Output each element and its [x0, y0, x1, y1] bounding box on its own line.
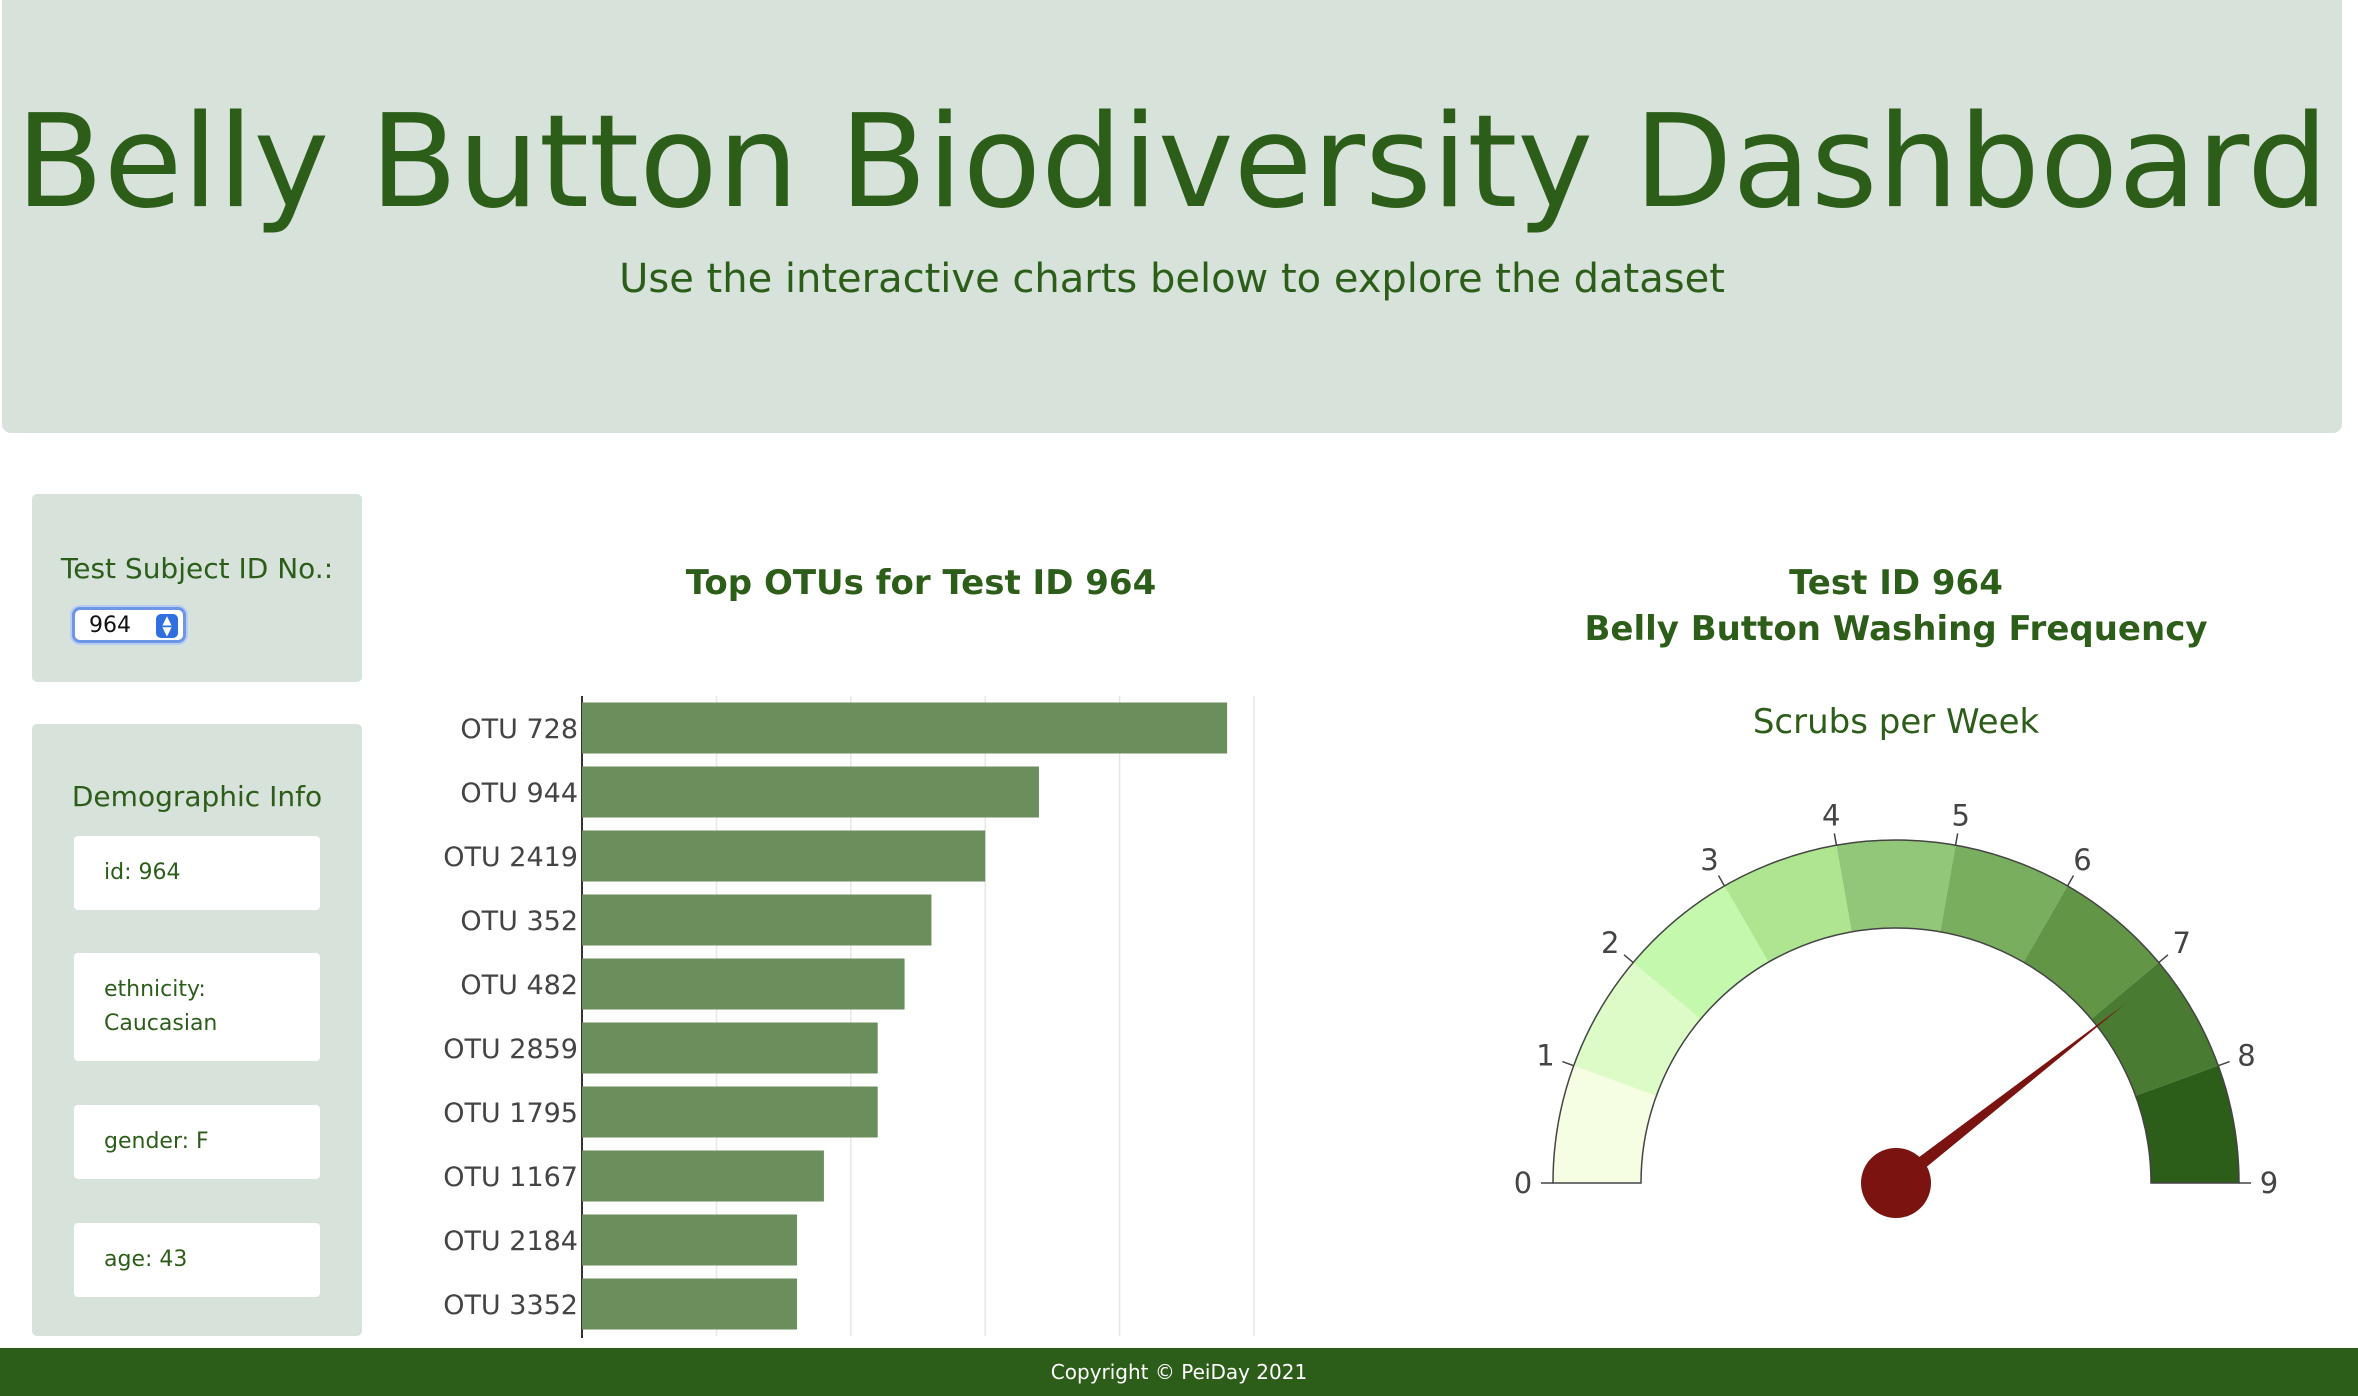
header-banner: Belly Button Biodiversity Dashboard Use …: [2, 0, 2342, 433]
bar[interactable]: [582, 1022, 878, 1074]
gauge-band: [1836, 840, 1956, 932]
footer: Copyright © PeiDay 2021: [0, 1348, 2358, 1396]
gauge-label: Scrubs per Week: [1753, 702, 2040, 742]
gauge-tick: [2158, 954, 2169, 964]
bar-category-label: OTU 728: [460, 714, 578, 745]
copyright-text: Copyright © PeiDay 2021: [1050, 1360, 1308, 1384]
gauge-tick: [1623, 954, 1634, 964]
bar-category-label: OTU 2859: [443, 1034, 578, 1065]
gauge-tick-label: 3: [1700, 843, 1718, 877]
bar[interactable]: [582, 702, 1228, 754]
demographic-item: age: 43: [74, 1223, 320, 1297]
gauge-band: [2091, 962, 2219, 1096]
bar[interactable]: [582, 1086, 878, 1138]
bar-category-label: OTU 1167: [443, 1162, 578, 1193]
gauge-band: [1940, 845, 2068, 963]
bar-category-label: OTU 352: [460, 906, 578, 937]
gauge-tick-label: 4: [1822, 799, 1840, 833]
bar[interactable]: [582, 830, 986, 882]
bar-category-label: OTU 482: [460, 970, 578, 1001]
gauge-tick-label: 6: [2073, 843, 2091, 877]
gauge-tick: [2066, 875, 2075, 887]
gauge-tick-label: 9: [2260, 1166, 2278, 1200]
bar[interactable]: [582, 894, 932, 946]
gauge-tick-label: 5: [1952, 799, 1970, 833]
washing-frequency-gauge[interactable]: Test ID 964 Belly Button Washing Frequen…: [1480, 540, 2320, 1240]
gauge-band: [2023, 885, 2159, 1020]
bar-category-label: OTU 2419: [443, 842, 578, 873]
page-subtitle: Use the interactive charts below to expl…: [619, 256, 1725, 302]
gauge-title: Test ID 964: [1789, 563, 2003, 603]
gauge-tick: [2218, 1060, 2230, 1067]
gauge-tick: [1717, 875, 1726, 887]
demographic-id: id: 964: [104, 860, 181, 885]
gauge-band: [1573, 962, 1701, 1096]
demographic-title: Demographic Info: [71, 780, 323, 813]
demographic-age: age: 43: [104, 1247, 188, 1272]
bar-chart-title: Top OTUs for Test ID 964: [686, 563, 1157, 603]
chevron-updown-icon: ▲ ▼: [156, 614, 178, 638]
top-otus-bar-chart[interactable]: Top OTUs for Test ID 964 OTU 728 OTU 944 O…: [420, 540, 1320, 1340]
gauge-needle-hub: [1861, 1148, 1931, 1218]
gauge-tick: [1954, 833, 1959, 846]
subject-id-select[interactable]: 964 ▲ ▼: [72, 607, 186, 643]
subject-id-value: 964: [89, 613, 131, 638]
gauge-subtitle: Belly Button Washing Frequency: [1584, 609, 2207, 649]
demographic-item: gender: F: [74, 1105, 320, 1179]
page-title: Belly Button Biodiversity Dashboard: [15, 88, 2329, 237]
bar-category-label: OTU 944: [460, 778, 578, 809]
gauge-band: [1553, 1065, 1657, 1183]
gauge-band: [2135, 1065, 2239, 1183]
demographic-gender: gender: F: [104, 1129, 209, 1154]
demographic-ethnicity: ethnicity: Caucasian: [104, 977, 218, 1036]
bar[interactable]: [582, 958, 905, 1010]
gauge-tick: [1833, 833, 1838, 846]
bar[interactable]: [582, 1278, 798, 1330]
bar[interactable]: [582, 1150, 824, 1202]
subject-selector-label: Test Subject ID No.:: [60, 552, 334, 585]
gauge-tick-label: 2: [1601, 926, 1619, 960]
bar[interactable]: [582, 1214, 798, 1266]
gauge-tick: [1562, 1060, 1574, 1067]
demographic-item: ethnicity: Caucasian: [74, 953, 320, 1061]
gauge-tick-label: 7: [2173, 926, 2191, 960]
gauge-band: [1724, 845, 1852, 963]
gauge-band: [1633, 885, 1769, 1020]
gauge-tick-label: 8: [2237, 1038, 2255, 1072]
bar-category-label: OTU 3352: [443, 1290, 578, 1321]
subject-selector-panel: [32, 494, 362, 682]
bar-category-label: OTU 2184: [443, 1226, 578, 1257]
bar-category-label: OTU 1795: [443, 1098, 578, 1129]
bar[interactable]: [582, 766, 1039, 818]
demographic-item: id: 964: [74, 836, 320, 910]
gauge-needle: [1891, 1004, 2125, 1189]
gauge-tick-label: 0: [1514, 1166, 1532, 1200]
gauge-tick-label: 1: [1536, 1038, 1554, 1072]
gauge-outline: [1552, 839, 2240, 1184]
